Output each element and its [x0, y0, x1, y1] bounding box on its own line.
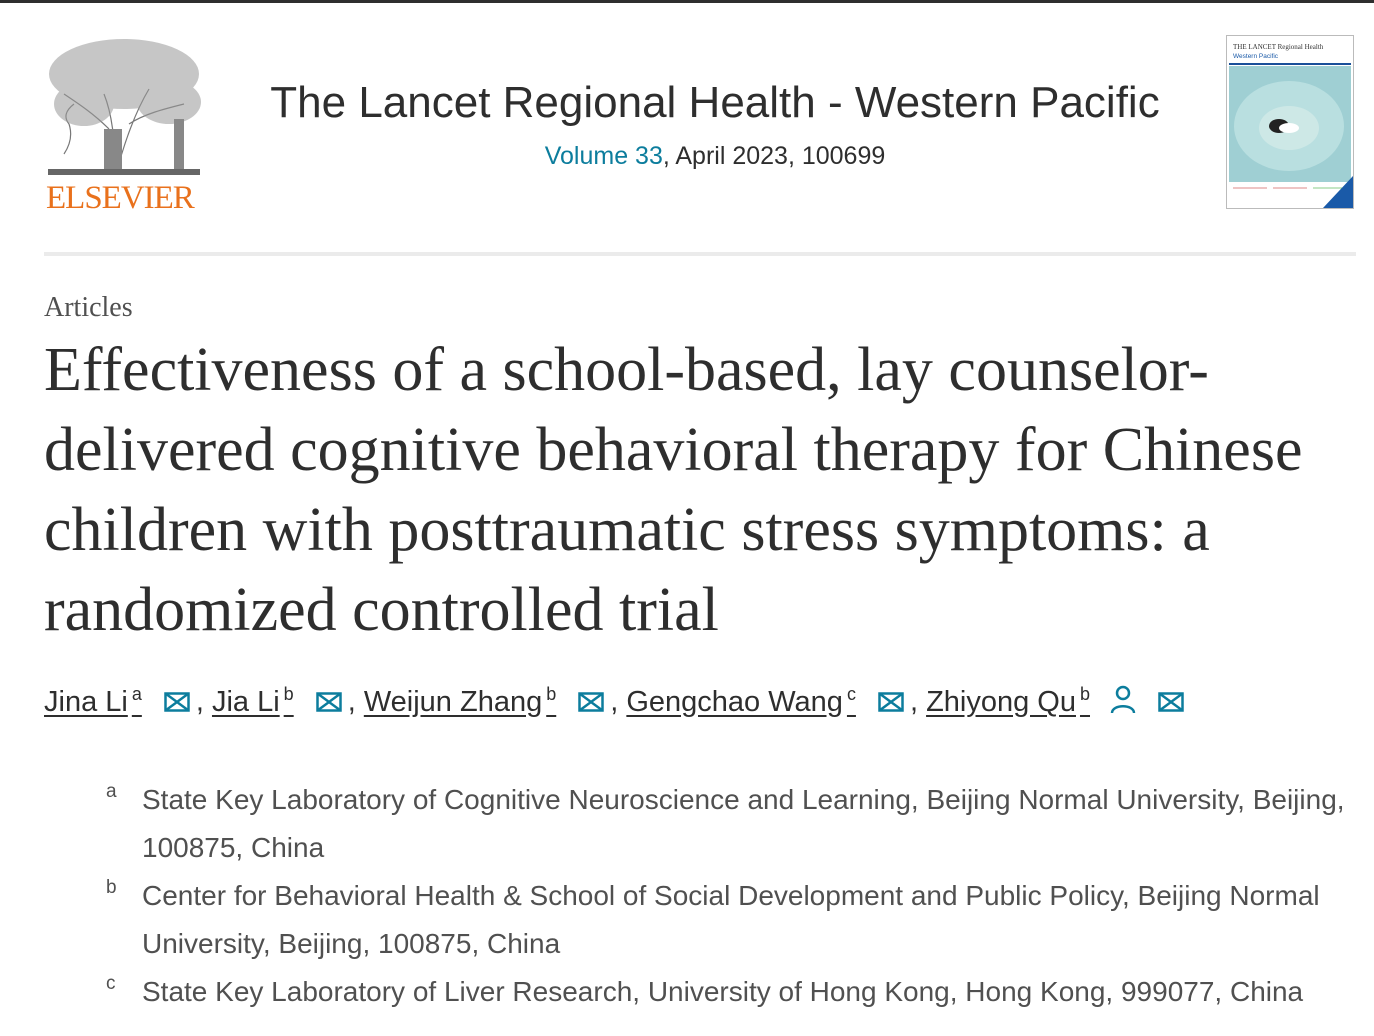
author-affiliation-sup: a	[131, 684, 142, 704]
affiliation-label: b	[106, 877, 117, 898]
cover-title: THE LANCET Regional Health	[1233, 43, 1324, 51]
volume-link[interactable]: Volume 33	[544, 142, 663, 170]
article-section: Articles	[44, 292, 133, 323]
cover-image: THE LANCET Regional Health Western Pacif…	[1229, 43, 1353, 208]
journal-issue-info: Volume 33, April 2023, 100699	[220, 142, 1210, 171]
cover-subtitle: Western Pacific	[1233, 53, 1279, 60]
affiliation: b Center for Behavioral Health & School o…	[106, 872, 1366, 968]
author-name: Jina Li	[44, 685, 128, 718]
author-link[interactable]: Jina Li a	[44, 684, 142, 718]
author-link[interactable]: Zhiyong Qu b	[926, 684, 1090, 718]
affiliation-label: a	[106, 781, 117, 802]
affiliation: a State Key Laboratory of Cognitive Neuro…	[106, 776, 1366, 872]
journal-title[interactable]: The Lancet Regional Health - Western Pac…	[270, 78, 1160, 127]
journal-header: The Lancet Regional Health - Western Pac…	[220, 78, 1210, 171]
affiliation-text: State Key Laboratory of Liver Research, …	[142, 976, 1304, 1007]
author-affiliation-sup: c	[846, 684, 856, 704]
header-divider	[44, 252, 1356, 256]
author-link[interactable]: Jia Li b	[211, 684, 294, 718]
author-name: Zhiyong Qu	[926, 685, 1076, 718]
author-separator: ,	[195, 685, 204, 718]
email-icon[interactable]	[578, 687, 604, 720]
journal-cover-thumbnail[interactable]: THE LANCET Regional Health Western Pacif…	[1226, 35, 1354, 209]
affiliation-text: State Key Laboratory of Cognitive Neuros…	[142, 784, 1345, 863]
author-list: Jina Li a, Jia Li b, Weijun Zhang b, Gengch…	[44, 684, 1190, 722]
email-icon[interactable]	[164, 687, 190, 720]
top-bar	[0, 0, 1374, 3]
author-link[interactable]: Gengchao Wang c	[626, 684, 856, 718]
author-separator: ,	[909, 685, 918, 718]
affiliation-text: Center for Behavioral Health & School of…	[142, 880, 1320, 959]
author-link[interactable]: Weijun Zhang b	[363, 684, 557, 718]
affiliation-label: c	[106, 973, 116, 994]
author-name: Weijun Zhang	[363, 685, 543, 718]
corresponding-author-icon[interactable]	[1110, 684, 1136, 722]
elsevier-tree-logo[interactable]	[44, 34, 204, 214]
affiliation: c State Key Laboratory of Liver Research,…	[106, 968, 1366, 1016]
elsevier-wordmark: ELSEVIER	[46, 180, 195, 216]
affiliation-list: a State Key Laboratory of Cognitive Neuro…	[106, 776, 1366, 1016]
author-affiliation-sup: b	[283, 684, 294, 704]
author-affiliation-sup: b	[1079, 684, 1090, 704]
author-name: Jia Li	[211, 685, 280, 718]
author-separator: ,	[610, 685, 619, 718]
author-separator: ,	[347, 685, 356, 718]
email-icon[interactable]	[1158, 687, 1184, 720]
issue-details: , April 2023, 100699	[662, 142, 886, 170]
email-icon[interactable]	[315, 687, 342, 720]
author-affiliation-sup: b	[546, 684, 557, 704]
author-name: Gengchao Wang	[626, 685, 843, 718]
article-title: Effectiveness of a school-based, lay cou…	[44, 336, 1303, 644]
email-icon[interactable]	[878, 687, 904, 720]
